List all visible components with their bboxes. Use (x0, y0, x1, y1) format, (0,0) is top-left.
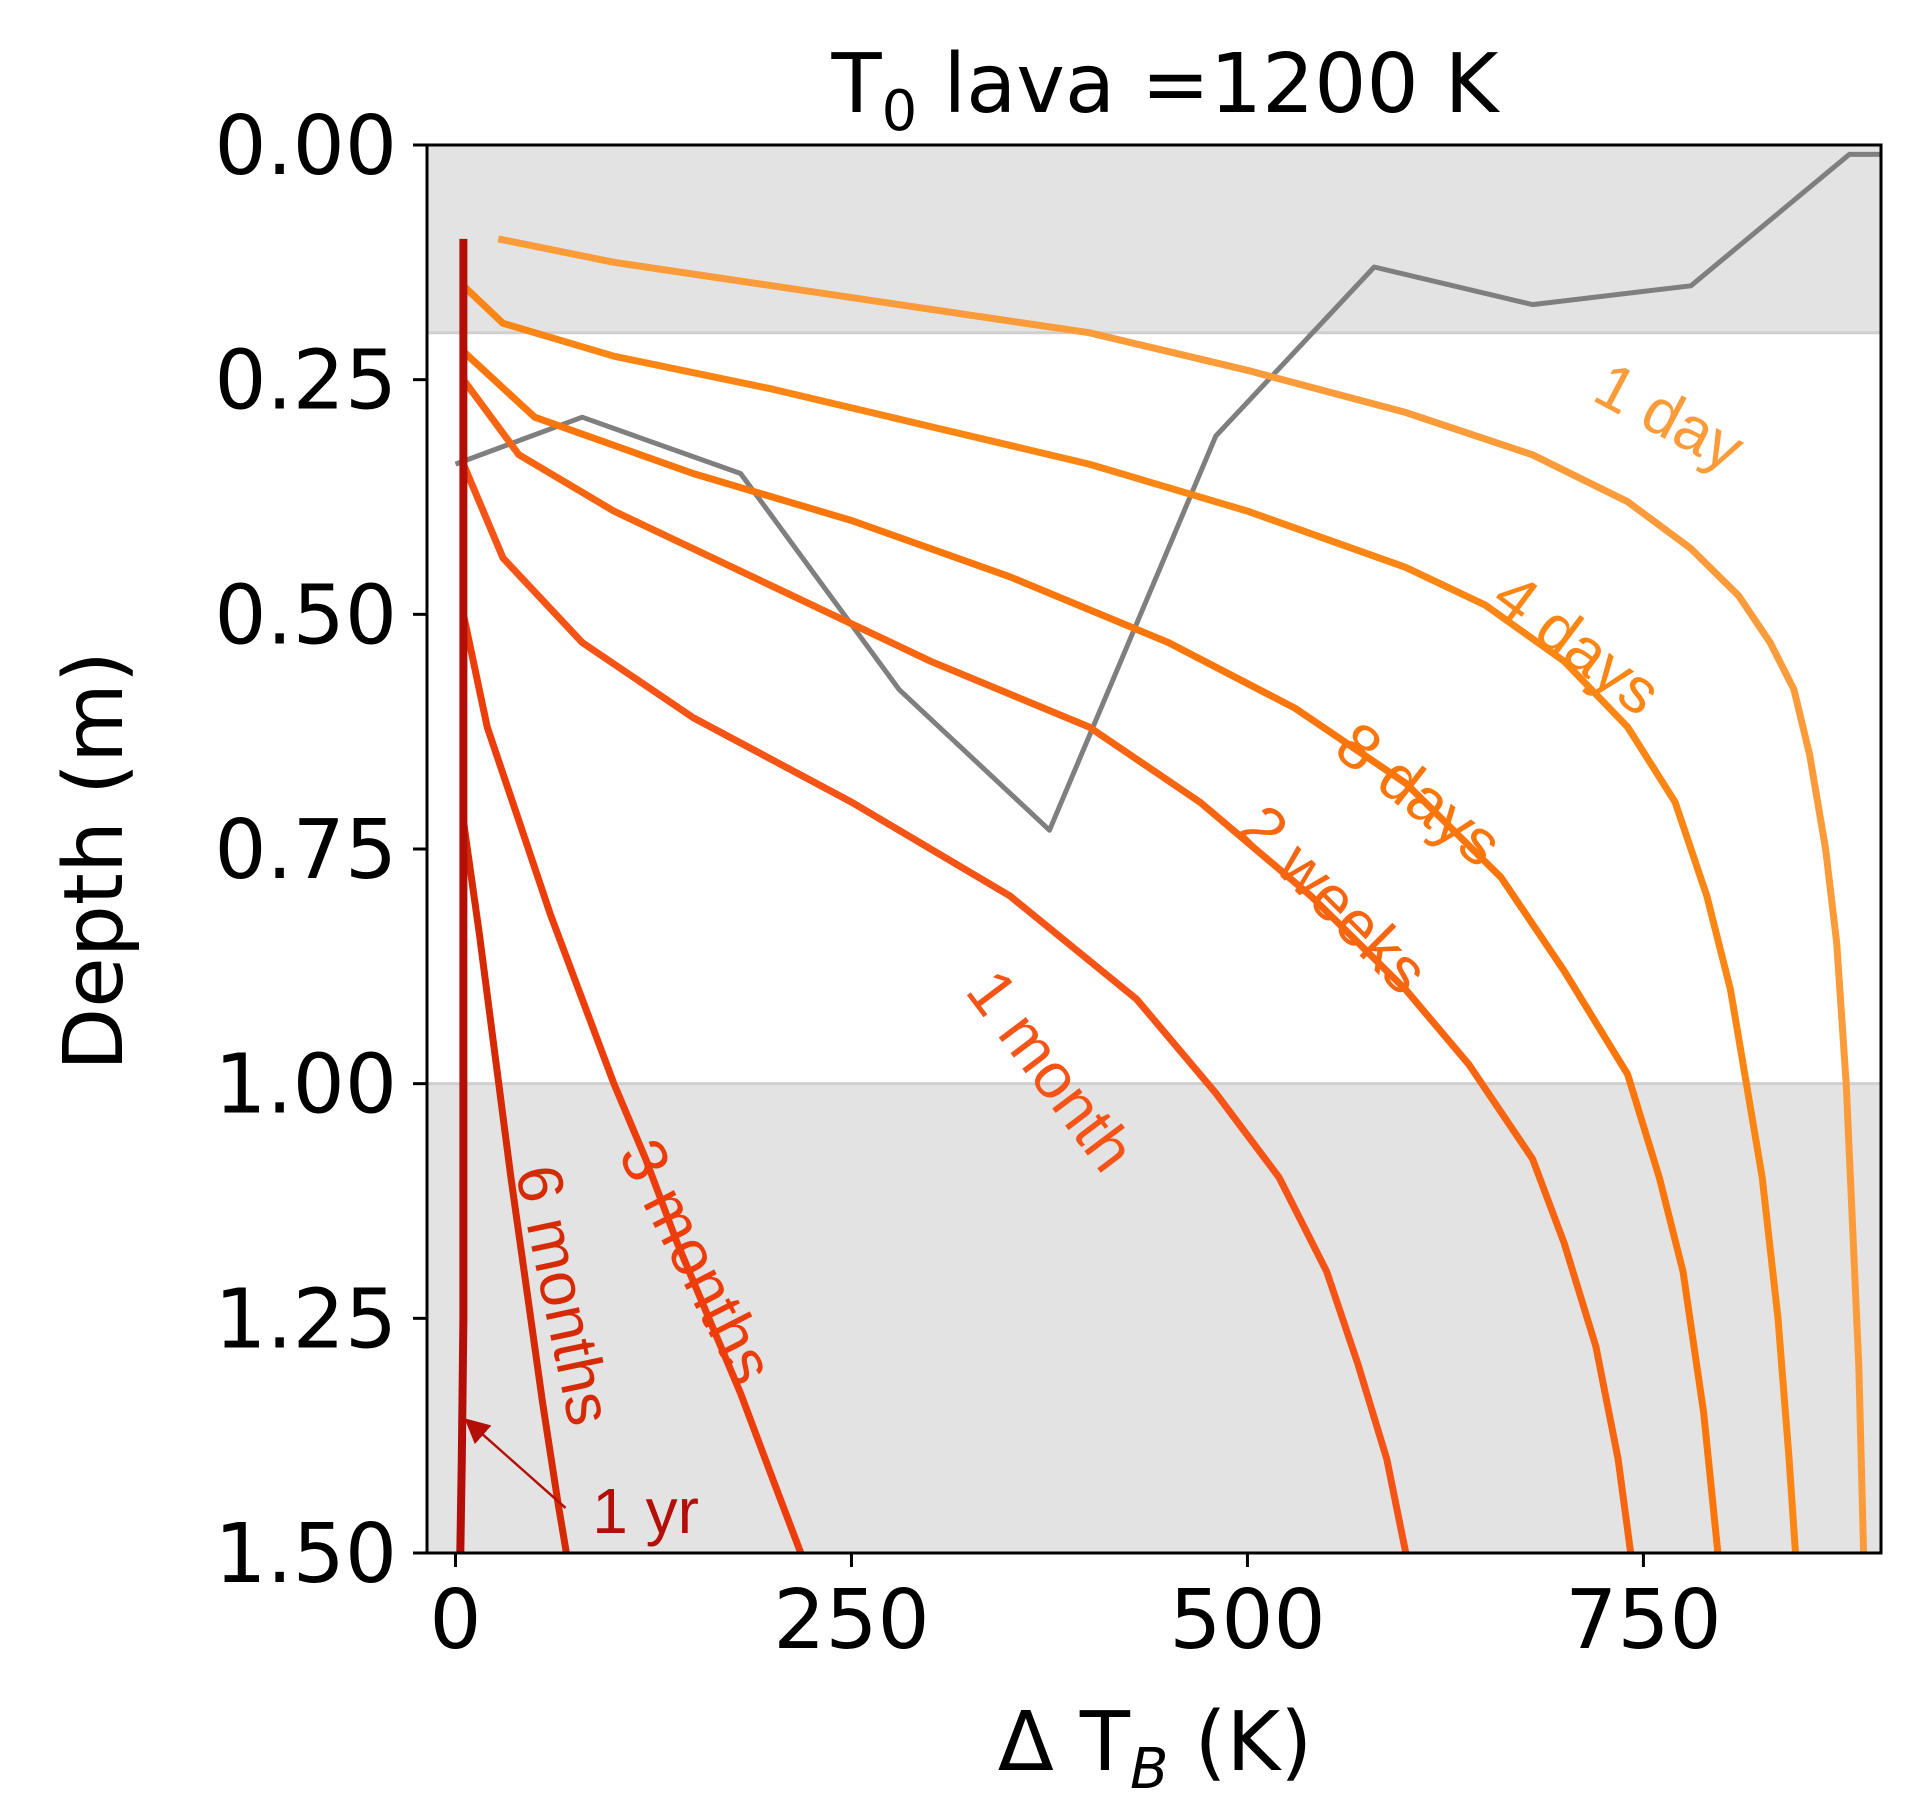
curve-label-4-days: 4 days (1481, 558, 1675, 729)
y-tick-label: 0.50 (214, 568, 397, 663)
shaded-band-2 (427, 1083, 1881, 1553)
y-tick-label: 0.75 (214, 803, 397, 898)
y-tick-label: 1.50 (214, 1507, 397, 1602)
y-tick-label: 0.00 (214, 99, 397, 194)
y-axis-label: Depth (m) (47, 651, 142, 1071)
series-line-1-yr (456, 238, 468, 1554)
y-tick-label: 1.00 (214, 1038, 397, 1133)
annotation-label-1-yr: 1 yr (592, 1475, 699, 1547)
x-tick-label: 250 (773, 1573, 930, 1668)
x-tick-label: 0 (429, 1573, 481, 1668)
shaded-band-1 (427, 145, 1881, 333)
shaded-bands (427, 145, 1881, 1553)
y-tick-label: 0.25 (214, 334, 397, 429)
series-line-8-days (461, 348, 1722, 1554)
x-axis-ticks: 0 250 500 750 (429, 1553, 1722, 1668)
x-tick-label: 750 (1565, 1573, 1722, 1668)
x-axis-label: Δ TB (K) (998, 1695, 1313, 1802)
annotation: 1 yr (464, 1418, 699, 1547)
series-line-4-days (460, 283, 1799, 1554)
curve-label-8-days: 8 days (1323, 708, 1516, 881)
series-line-6-months (459, 820, 570, 1554)
series-line-3-months (459, 613, 805, 1555)
y-tick-label: 1.25 (214, 1272, 397, 1367)
series-line-2-weeks (460, 377, 1635, 1554)
annotation-arrow (464, 1418, 567, 1509)
reference-grey-line (454, 151, 1881, 833)
curve-label-1-day: 1 day (1584, 348, 1756, 485)
chart-title: T0 lava =1200 K (831, 37, 1501, 144)
series-line-1-month (460, 462, 1410, 1554)
series-line-1-day (497, 235, 1868, 1554)
x-tick-label: 500 (1169, 1573, 1326, 1668)
series-lines (454, 151, 1881, 1555)
y-axis-ticks: 0.00 0.25 0.50 0.75 1.00 1.25 1.50 (214, 99, 427, 1602)
